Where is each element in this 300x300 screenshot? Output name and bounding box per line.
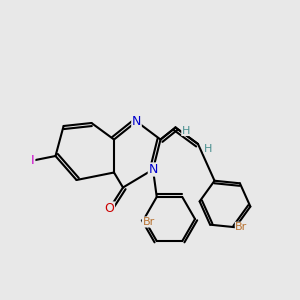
Text: H: H	[182, 125, 190, 136]
Text: N: N	[132, 115, 141, 128]
Text: H: H	[204, 143, 213, 154]
Text: Br: Br	[142, 217, 154, 227]
Text: N: N	[148, 163, 158, 176]
Text: O: O	[105, 202, 114, 215]
Text: Br: Br	[235, 222, 248, 232]
Text: I: I	[31, 154, 35, 167]
